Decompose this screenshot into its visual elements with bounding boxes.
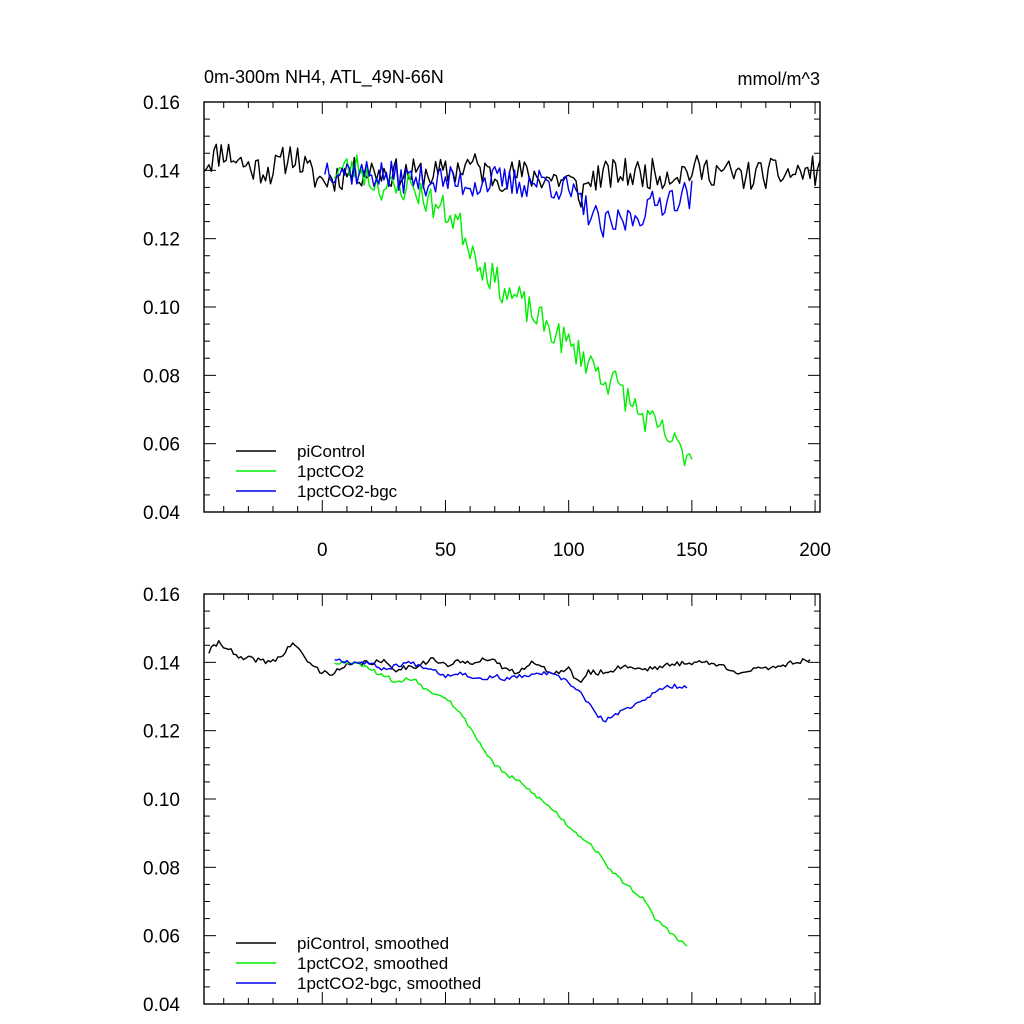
top-axes-ticks: 0.04 0.06 0.08 0.10 0.12 0.14 0.16 0 50 100 150 200 [143, 93, 831, 561]
y-tick-label: 0.08 [143, 366, 180, 387]
series-line-picontrol [203, 143, 821, 208]
top-plot-frame [203, 101, 821, 513]
x-tick-label: 100 [553, 540, 585, 561]
y-tick-label: 0.12 [143, 230, 180, 251]
series-line-picontrol-smoothed [208, 640, 811, 683]
bottom-panel: 0.04 0.06 0.08 0.10 0.12 0.14 0.16 piControl, … [143, 585, 821, 1016]
legend-label: 1pctCO2-bgc, smoothed [297, 974, 481, 993]
chart-title: 0m-300m NH4, ATL_49N-66N [204, 67, 444, 88]
y-tick-label: 0.04 [143, 995, 180, 1016]
bottom-axes-ticks: 0.04 0.06 0.08 0.10 0.12 0.14 0.16 [143, 585, 820, 1016]
legend-label: piControl [297, 442, 365, 461]
series-line-1pctco2-bgc [324, 160, 693, 238]
y-tick-label: 0.14 [143, 161, 180, 182]
x-tick-label: 50 [435, 540, 456, 561]
y-tick-label: 0.04 [143, 503, 180, 524]
bottom-plot-frame [203, 593, 821, 1005]
top-panel: 0m-300m NH4, ATL_49N-66N mmol/m^3 0.040.… [143, 67, 831, 561]
y-tick-label: 0.16 [143, 93, 180, 114]
x-tick-label: 150 [676, 540, 708, 561]
y-tick-label: 0.16 [143, 585, 180, 606]
y-tick-label: 0.12 [143, 722, 180, 743]
y-tick-label: 0.10 [143, 790, 180, 811]
y-tick-label: 0.06 [143, 927, 180, 948]
x-tick-label: 0 [317, 540, 328, 561]
y-tick-label: 0.14 [143, 653, 180, 674]
legend-label: 1pctCO2-bgc [297, 482, 398, 501]
x-tick-label: 200 [799, 540, 831, 561]
units-label: mmol/m^3 [738, 69, 820, 89]
legend-label: 1pctCO2 [297, 462, 364, 481]
series-line-1pctco2-bgc-smoothed [334, 658, 688, 723]
y-tick-label: 0.06 [143, 435, 180, 456]
y-tick-label: 0.10 [143, 298, 180, 319]
legend-label: 1pctCO2, smoothed [297, 954, 448, 973]
y-tick-label: 0.08 [143, 858, 180, 879]
series-line-1pctco2 [334, 154, 693, 467]
bottom-series-lines [208, 640, 811, 947]
top-series-lines [203, 143, 821, 467]
series-line-1pctco2-smoothed [334, 660, 688, 947]
legend-label: piControl, smoothed [297, 934, 449, 953]
